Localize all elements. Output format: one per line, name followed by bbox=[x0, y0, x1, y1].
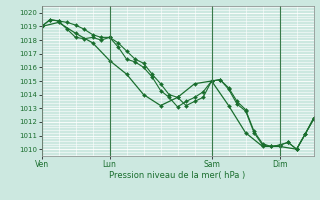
X-axis label: Pression niveau de la mer( hPa ): Pression niveau de la mer( hPa ) bbox=[109, 171, 246, 180]
